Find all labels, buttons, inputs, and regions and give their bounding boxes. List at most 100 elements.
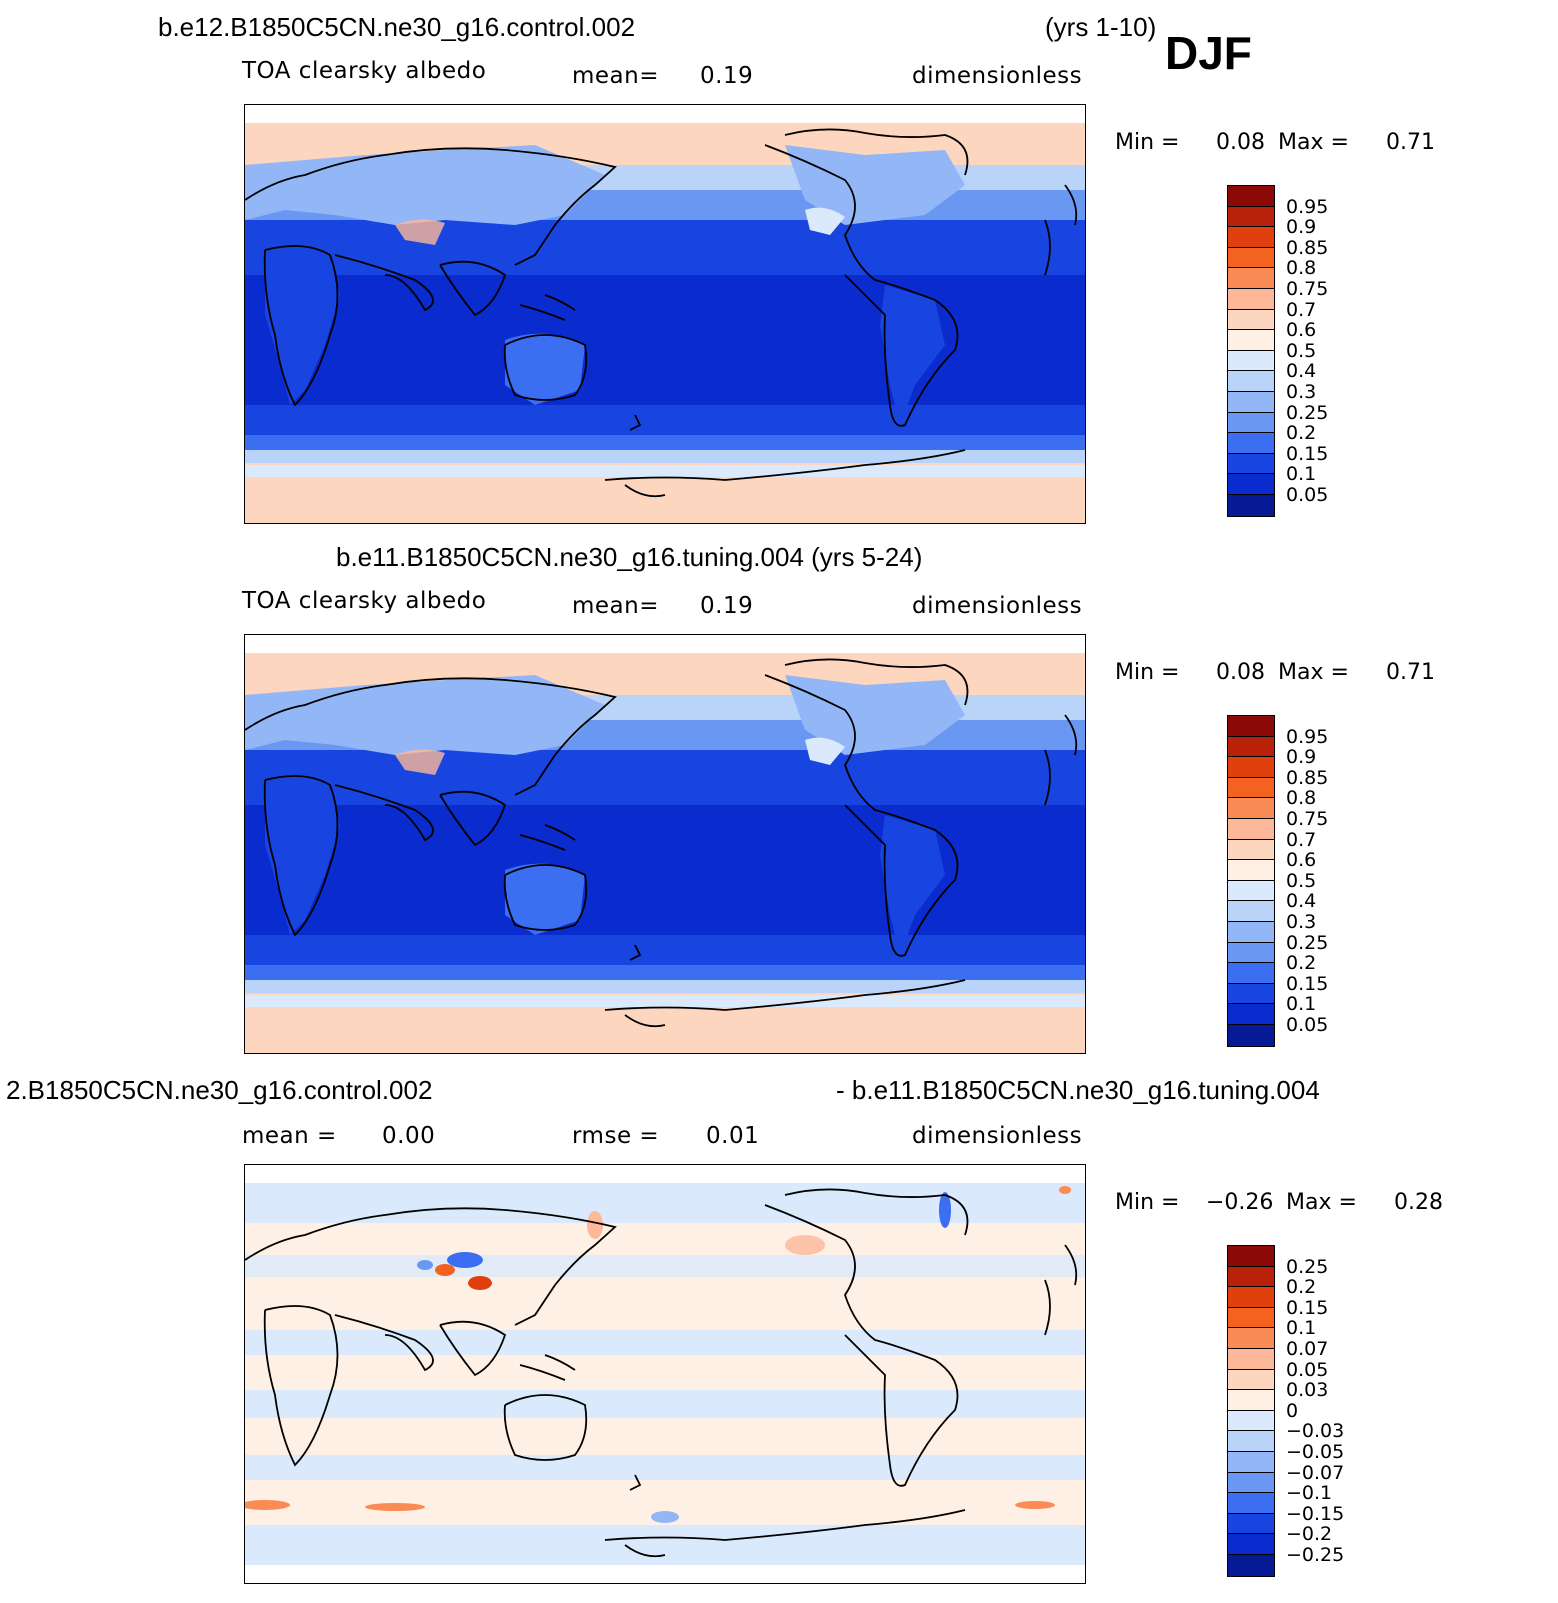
colorbar-segment bbox=[1228, 983, 1274, 1005]
panel2-mean-value: 0.19 bbox=[700, 593, 754, 619]
colorbar-segment bbox=[1228, 1493, 1274, 1514]
colorbar-segment bbox=[1228, 1369, 1274, 1391]
panel3-max-label: Max = bbox=[1286, 1190, 1357, 1215]
colorbar-tick-label: 0.07 bbox=[1286, 1338, 1329, 1360]
colorbar-segment bbox=[1228, 839, 1274, 861]
panel2-mean-label: mean= bbox=[572, 593, 659, 619]
panel2-min-value: 0.08 bbox=[1216, 660, 1265, 685]
colorbar-tick-label: 0.6 bbox=[1286, 319, 1317, 342]
colorbar-segment bbox=[1228, 1024, 1274, 1046]
colorbar-tick-label: 0.15 bbox=[1286, 1296, 1329, 1319]
panel3-mean-value: 0.00 bbox=[382, 1123, 436, 1149]
colorbar-segment bbox=[1228, 921, 1274, 943]
panel1-colorbar bbox=[1227, 185, 1275, 517]
colorbar-segment bbox=[1228, 433, 1274, 454]
colorbar-tick-label: 0.85 bbox=[1286, 236, 1329, 259]
season-label: DJF bbox=[1165, 27, 1252, 79]
colorbar-tick-label: 0.2 bbox=[1286, 422, 1317, 445]
colorbar-tick-label: 0.95 bbox=[1286, 725, 1329, 748]
panel2-units: dimensionless bbox=[912, 593, 1083, 619]
case1-years: (yrs 1-10) bbox=[1045, 12, 1157, 42]
colorbar-segment bbox=[1228, 412, 1274, 434]
colorbar-tick-label: −0.15 bbox=[1286, 1502, 1345, 1525]
colorbar-tick-label: 0.4 bbox=[1286, 360, 1317, 383]
colorbar-tick-label: 0.75 bbox=[1286, 808, 1329, 830]
colorbar-tick-label: 0 bbox=[1286, 1399, 1299, 1422]
colorbar-segment bbox=[1228, 1390, 1274, 1411]
colorbar-segment bbox=[1228, 963, 1274, 984]
panel3-mean-label: mean = bbox=[242, 1123, 337, 1149]
colorbar-tick-label: 0.85 bbox=[1286, 766, 1329, 789]
colorbar-segment bbox=[1228, 268, 1274, 289]
colorbar-tick-label: 0.9 bbox=[1286, 216, 1317, 239]
colorbar-tick-label: 0.75 bbox=[1286, 278, 1329, 300]
colorbar-tick-label: −0.25 bbox=[1286, 1544, 1345, 1566]
colorbar-segment bbox=[1228, 777, 1274, 799]
panel2-max-label: Max = bbox=[1278, 660, 1349, 685]
colorbar-tick-label: 0.1 bbox=[1286, 463, 1317, 486]
colorbar-tick-label: 0.4 bbox=[1286, 890, 1317, 913]
panel1-map bbox=[244, 104, 1086, 524]
colorbar-segment bbox=[1228, 942, 1274, 964]
colorbar-tick-label: 0.25 bbox=[1286, 1255, 1329, 1278]
colorbar-tick-label: 0.3 bbox=[1286, 911, 1317, 933]
colorbar-segment bbox=[1228, 247, 1274, 269]
colorbar-segment bbox=[1228, 330, 1274, 351]
diff-title-right: - b.e11.B1850C5CN.ne30_g16.tuning.004 bbox=[836, 1075, 1320, 1105]
colorbar-segment bbox=[1228, 1307, 1274, 1329]
colorbar-tick-label: 0.15 bbox=[1286, 972, 1329, 995]
colorbar-segment bbox=[1228, 1287, 1274, 1308]
colorbar-segment bbox=[1228, 474, 1274, 495]
colorbar-tick-label: −0.07 bbox=[1286, 1461, 1345, 1484]
colorbar-tick-label: 0.2 bbox=[1286, 952, 1317, 975]
panel1-max-value: 0.71 bbox=[1386, 130, 1435, 155]
colorbar-segment bbox=[1228, 1534, 1274, 1555]
colorbar-tick-label: 0.6 bbox=[1286, 849, 1317, 872]
panel2-min-label: Min = bbox=[1115, 660, 1180, 685]
colorbar-segment bbox=[1228, 206, 1274, 228]
colorbar-tick-label: 0.15 bbox=[1286, 442, 1329, 465]
colorbar-segment bbox=[1228, 371, 1274, 392]
case2-title: b.e11.B1850C5CN.ne30_g16.tuning.004 (yrs… bbox=[336, 542, 923, 572]
panel1-min-label: Min = bbox=[1115, 130, 1180, 155]
colorbar-tick-label: 0.05 bbox=[1286, 484, 1329, 506]
colorbar-tick-label: 0.1 bbox=[1286, 993, 1317, 1016]
colorbar-segment bbox=[1228, 736, 1274, 758]
colorbar-tick-label: 0.8 bbox=[1286, 257, 1317, 280]
panel3-max-value: 0.28 bbox=[1394, 1190, 1443, 1215]
panel3-rmse-label: rmse = bbox=[572, 1123, 660, 1149]
colorbar-segment bbox=[1228, 860, 1274, 881]
colorbar-segment bbox=[1228, 186, 1274, 207]
panel1-map-svg bbox=[245, 105, 1085, 523]
colorbar-segment bbox=[1228, 1554, 1274, 1576]
colorbar-segment bbox=[1228, 901, 1274, 922]
panel3-units: dimensionless bbox=[912, 1123, 1083, 1149]
colorbar-segment bbox=[1228, 1410, 1274, 1432]
colorbar-segment bbox=[1228, 880, 1274, 902]
colorbar-segment bbox=[1228, 1472, 1274, 1494]
colorbar-segment bbox=[1228, 1431, 1274, 1452]
colorbar-segment bbox=[1228, 494, 1274, 516]
panel3-map bbox=[244, 1164, 1086, 1584]
colorbar-tick-label: 0.05 bbox=[1286, 1014, 1329, 1036]
colorbar-tick-label: 0.1 bbox=[1286, 1317, 1317, 1340]
panel2-map bbox=[244, 634, 1086, 1054]
colorbar-tick-label: −0.03 bbox=[1286, 1420, 1345, 1443]
colorbar-tick-label: 0.2 bbox=[1286, 1276, 1317, 1299]
colorbar-tick-label: 0.95 bbox=[1286, 195, 1329, 218]
panel2-max-value: 0.71 bbox=[1386, 660, 1435, 685]
colorbar-segment bbox=[1228, 227, 1274, 248]
colorbar-tick-label: 0.7 bbox=[1286, 298, 1317, 321]
colorbar-segment bbox=[1228, 1004, 1274, 1025]
colorbar-segment bbox=[1228, 716, 1274, 737]
panel1-mean-label: mean= bbox=[572, 63, 659, 89]
panel2-variable: TOA clearsky albedo bbox=[242, 588, 487, 614]
colorbar-segment bbox=[1228, 288, 1274, 310]
colorbar-tick-label: −0.2 bbox=[1286, 1523, 1333, 1546]
colorbar-tick-label: 0.7 bbox=[1286, 828, 1317, 851]
colorbar-segment bbox=[1228, 1513, 1274, 1535]
colorbar-tick-label: 0.5 bbox=[1286, 339, 1317, 362]
colorbar-segment bbox=[1228, 818, 1274, 840]
colorbar-tick-label: 0.03 bbox=[1286, 1379, 1329, 1402]
panel1-max-label: Max = bbox=[1278, 130, 1349, 155]
